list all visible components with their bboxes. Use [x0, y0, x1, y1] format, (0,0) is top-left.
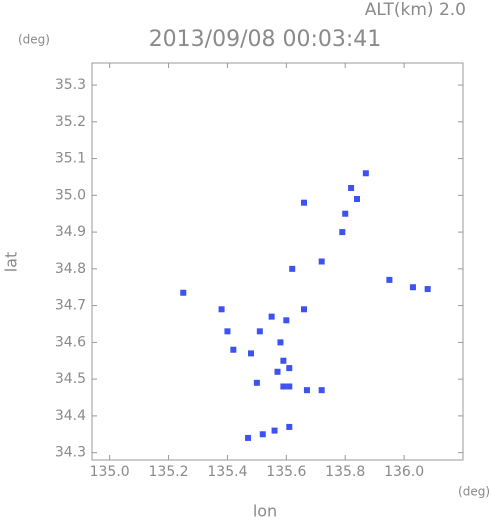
y-tick-label: 35.1 — [55, 151, 86, 167]
y-tick-label: 34.3 — [55, 445, 86, 461]
echo-point — [253, 379, 260, 386]
x-tick-label: 136.0 — [384, 464, 424, 480]
y-tick-label: 34.7 — [55, 298, 86, 314]
echo-point — [289, 265, 296, 272]
echo-point — [409, 284, 416, 291]
echo-point — [318, 258, 325, 265]
echo-point — [271, 427, 278, 434]
echo-point — [256, 328, 263, 335]
y-unit: (deg) — [18, 33, 50, 47]
x-tick-label: 135.4 — [207, 464, 247, 480]
y-axis-label: lat — [2, 252, 21, 273]
x-tick-label: 135.0 — [90, 464, 130, 480]
echo-point — [218, 306, 225, 313]
echo-point — [277, 339, 284, 346]
plot-frame — [91, 62, 464, 461]
echo-point — [245, 434, 252, 441]
y-tick-label: 34.8 — [55, 261, 86, 277]
echo-point — [424, 286, 431, 293]
y-tick-label: 35.3 — [55, 77, 86, 93]
echo-point — [339, 229, 346, 236]
echo-point — [301, 199, 307, 206]
echo-point — [280, 383, 287, 390]
echo-point — [286, 423, 293, 430]
x-tick-label: 135.2 — [149, 464, 189, 480]
echo-point — [362, 170, 369, 177]
echo-point — [283, 317, 290, 324]
echo-point — [342, 210, 349, 217]
echo-point — [386, 276, 393, 283]
chart-title: 2013/09/08 00:03:41 — [149, 27, 382, 52]
echo-point — [318, 387, 325, 394]
echo-point — [180, 289, 187, 296]
y-tick-label: 34.9 — [55, 224, 86, 240]
x-tick-label: 135.8 — [325, 464, 365, 480]
y-tick-label: 34.6 — [55, 334, 86, 350]
echo-point — [286, 365, 293, 372]
echo-point — [259, 431, 266, 438]
echo-point — [248, 350, 254, 357]
echo-point — [280, 357, 287, 364]
y-tick-label: 34.4 — [55, 408, 86, 424]
x-tick-label: 135.6 — [266, 464, 306, 480]
altitude-label: ALT(km) 2.0 — [365, 0, 466, 20]
x-axis-label: lon — [253, 502, 277, 521]
echo-point — [354, 196, 360, 203]
x-unit: (deg) — [458, 485, 490, 499]
echo-point — [230, 346, 237, 353]
echo-point — [268, 313, 275, 320]
echo-point — [224, 328, 231, 335]
echo-point — [301, 306, 307, 313]
echo-point — [303, 387, 310, 394]
echo-point — [348, 184, 355, 191]
y-tick-label: 35.2 — [55, 114, 86, 130]
y-tick-label: 35.0 — [55, 187, 86, 203]
echo-point — [274, 368, 281, 375]
y-tick-label: 34.5 — [55, 371, 86, 387]
echo-point — [286, 383, 293, 390]
